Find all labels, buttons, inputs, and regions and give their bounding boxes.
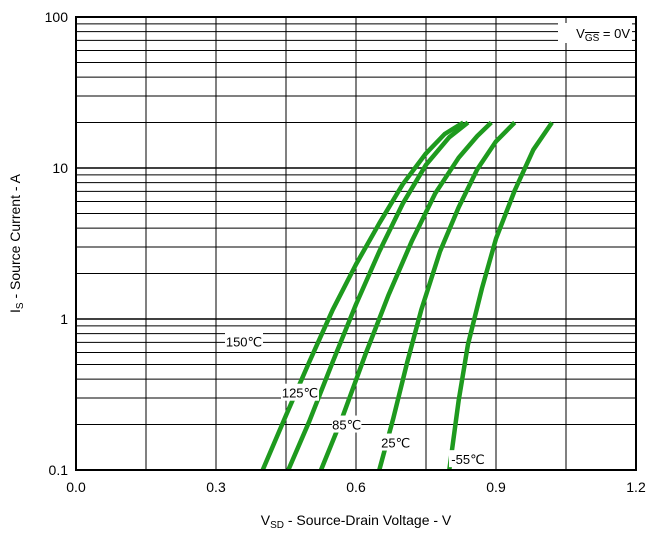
series-line <box>318 120 493 471</box>
x-tick-label: 0.6 <box>346 479 366 495</box>
x-tick-label: 0.9 <box>486 479 506 495</box>
series-label: 85℃ <box>332 418 361 433</box>
series-line <box>286 120 470 471</box>
x-axis-title: VSD - Source-Drain Voltage - V <box>261 512 452 531</box>
y-tick-label: 1 <box>60 311 68 327</box>
series-label-background <box>380 433 411 451</box>
vgs-annotation-background <box>558 23 632 43</box>
y-axis-title-main: I <box>7 309 23 313</box>
series-labels: 150℃ 125℃ 85℃ 25℃ -55℃ <box>225 332 487 468</box>
series-label-background <box>331 415 362 433</box>
series-label-background <box>449 450 487 468</box>
series-line <box>377 120 517 471</box>
vgs-annotation-rest: = 0V <box>599 26 630 41</box>
series-label-background <box>225 332 263 350</box>
plot-frame <box>75 16 637 471</box>
series-label: 25℃ <box>381 436 410 451</box>
tick-labels: 0.0 0.3 0.6 0.9 1.2 0.1 1 10 100 <box>45 9 646 495</box>
series-label: 150℃ <box>226 334 262 349</box>
x-tick-label: 1.2 <box>626 479 646 495</box>
y-axis-title-rest: - Source Current - A <box>7 173 23 302</box>
x-axis-title-sub: SD <box>270 520 284 531</box>
y-tick-label: 100 <box>45 9 69 25</box>
x-axis-title-rest: - Source-Drain Voltage - V <box>284 512 452 528</box>
y-axis-title: IS - Source Current - A <box>7 173 26 313</box>
x-tick-label: 0.0 <box>66 479 86 495</box>
y-tick-label: 0.1 <box>49 462 69 478</box>
vgs-annotation-sub: GS <box>585 33 600 44</box>
vgs-annotation-text: VGS = 0V <box>576 26 630 44</box>
vgs-annotation-main: V <box>576 26 585 41</box>
series-line <box>447 121 554 471</box>
series-label: 125℃ <box>282 386 318 401</box>
x-tick-label: 0.3 <box>206 479 226 495</box>
y-axis-title-sub: S <box>15 302 26 309</box>
y-tick-label: 10 <box>52 160 68 176</box>
vgs-annotation: VGS = 0V <box>558 23 632 44</box>
series-label-background <box>281 383 319 401</box>
series-lines <box>260 120 554 471</box>
series-label: -55℃ <box>451 452 484 467</box>
x-axis-title-main: V <box>261 512 271 528</box>
